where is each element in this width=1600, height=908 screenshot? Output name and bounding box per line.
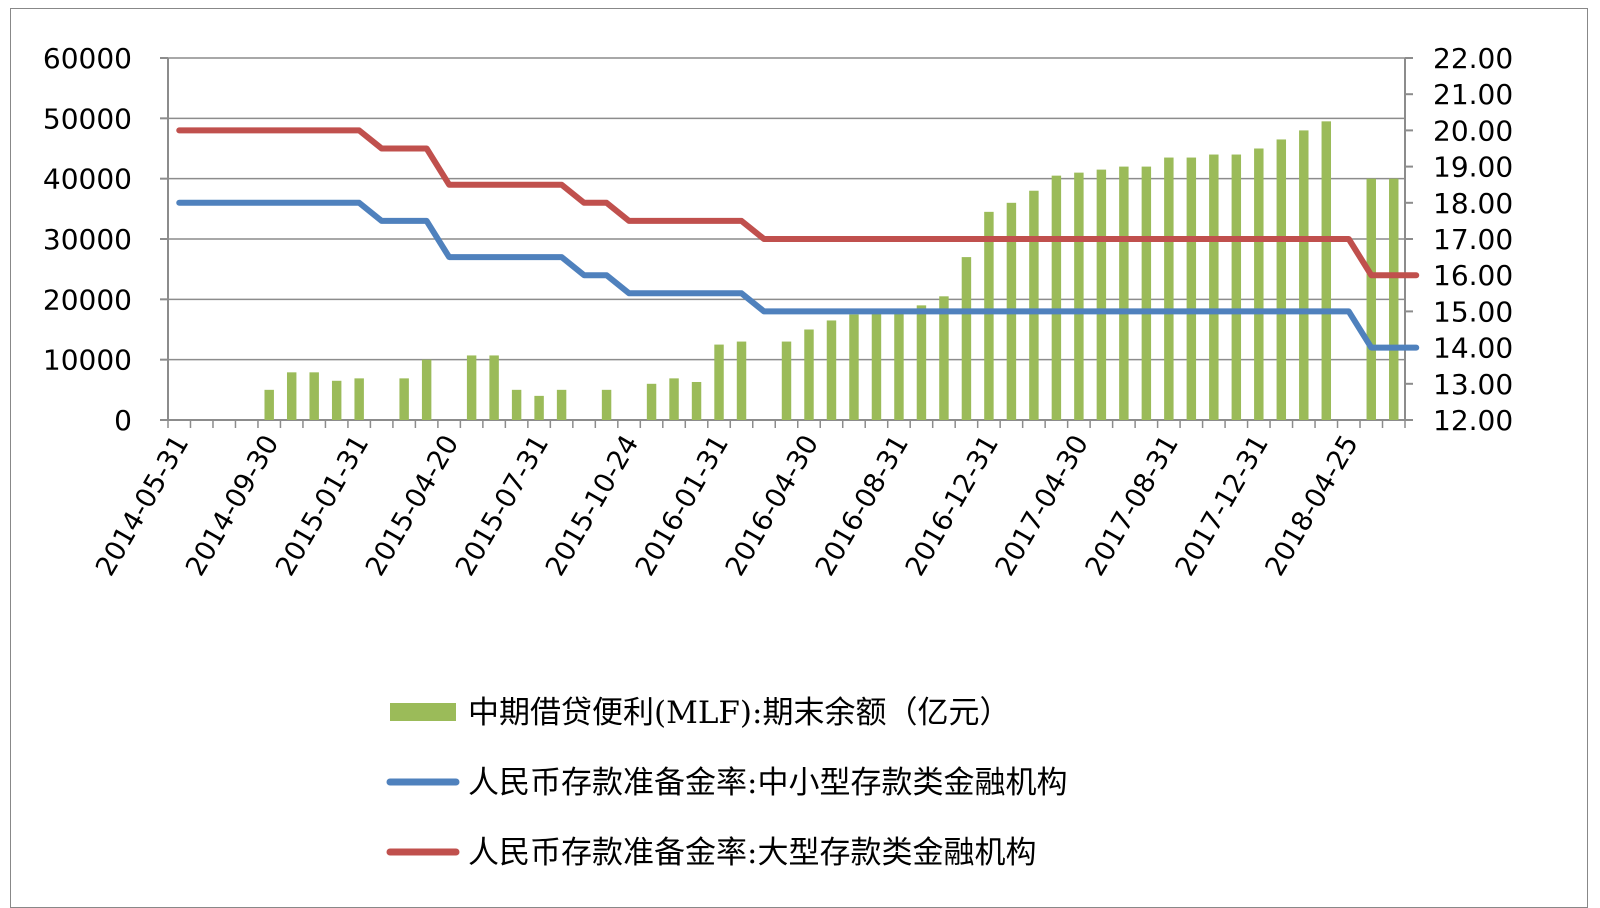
right-tick-label: 19.00 <box>1433 151 1513 184</box>
x-tick-label: 2016-12-31 <box>900 430 1005 581</box>
mlf-bar <box>961 257 972 420</box>
x-tick-label: 2015-01-31 <box>270 430 375 581</box>
x-tick-label: 2016-04-30 <box>720 430 825 581</box>
x-tick-label: 2015-04-20 <box>360 430 465 581</box>
mlf-bar <box>1276 139 1287 420</box>
x-tick-label: 2014-05-31 <box>90 430 195 581</box>
mlf-bar <box>1051 175 1062 420</box>
x-tick-label: 2017-12-31 <box>1170 430 1275 581</box>
right-tick-label: 21.00 <box>1433 78 1513 111</box>
mlf-bar <box>1389 178 1399 420</box>
x-tick-label: 2016-01-31 <box>630 430 735 581</box>
mlf-bar <box>1321 121 1332 420</box>
mlf-bar <box>511 389 522 420</box>
legend-mlf-label: 中期借贷便利(MLF):期末余额（亿元） <box>468 695 1010 731</box>
x-tick-label: 2018-04-25 <box>1260 430 1365 581</box>
left-tick-label: 30000 <box>43 223 132 256</box>
mlf-bar <box>331 380 342 420</box>
right-tick-label: 16.00 <box>1433 259 1513 292</box>
mlf-bar <box>601 389 612 420</box>
mlf-bar <box>354 378 364 420</box>
right-tick-label: 17.00 <box>1433 223 1513 256</box>
mlf-bar <box>1209 154 1219 421</box>
mlf-bar <box>669 378 679 420</box>
right-tick-label: 22.00 <box>1433 42 1513 75</box>
small-medium-institution-rate-line <box>176 199 1420 351</box>
mlf-bar <box>1141 166 1152 420</box>
x-tick-label: 2016-08-31 <box>810 430 915 581</box>
right-tick-label: 14.00 <box>1433 332 1513 365</box>
mlf-bar <box>399 378 409 420</box>
right-tick-label: 12.00 <box>1433 404 1513 437</box>
mlf-bar <box>309 372 319 420</box>
x-tick-label: 2014-09-30 <box>180 430 285 581</box>
mlf-bar <box>826 320 837 420</box>
mlf-bar <box>871 311 882 420</box>
x-tick-label: 2015-10-24 <box>540 430 645 581</box>
mlf-bar <box>264 389 274 420</box>
mlf-bar <box>1029 190 1039 420</box>
mlf-bar <box>916 305 927 420</box>
mlf-bar <box>646 383 657 420</box>
x-tick-label: 2017-04-30 <box>990 430 1095 581</box>
legend-large-rate-label: 人民币存款准备金率:大型存款类金融机构 <box>468 835 1036 871</box>
legend-mlf-swatch <box>390 703 456 721</box>
mlf-bar <box>1096 169 1107 420</box>
mlf-bar <box>556 389 567 420</box>
x-tick-label: 2017-08-31 <box>1080 430 1185 581</box>
mlf-bar <box>804 329 814 420</box>
mlf-bar <box>1231 154 1242 421</box>
right-tick-label: 20.00 <box>1433 114 1513 147</box>
right-tick-label: 13.00 <box>1433 368 1513 401</box>
left-tick-label: 40000 <box>43 163 132 196</box>
left-tick-label: 0 <box>114 404 132 437</box>
mlf-bar <box>466 355 477 420</box>
right-tick-label: 18.00 <box>1433 187 1513 220</box>
mlf-bar <box>781 341 792 420</box>
large-institution-rate-line <box>176 127 1420 279</box>
left-tick-label: 50000 <box>43 102 132 135</box>
left-tick-label: 60000 <box>43 42 132 75</box>
mlf-bar <box>736 341 747 420</box>
legend-small-medium-rate-label: 人民币存款准备金率:中小型存款类金融机构 <box>468 765 1067 801</box>
mlf-bar <box>1186 157 1197 421</box>
mlf-bar <box>984 211 994 420</box>
mlf-bar <box>1074 172 1084 420</box>
mlf-bar <box>421 359 432 420</box>
right-tick-label: 15.00 <box>1433 295 1513 328</box>
mlf-bar <box>691 381 702 420</box>
mlf-bar <box>1299 130 1309 420</box>
mlf-bar <box>1119 166 1129 420</box>
mlf-bar <box>1254 148 1264 420</box>
left-tick-label: 10000 <box>43 344 132 377</box>
mlf-bar <box>894 311 904 420</box>
mlf-bar <box>939 296 949 420</box>
mlf-bar <box>286 372 297 420</box>
x-tick-label: 2015-07-31 <box>450 430 555 581</box>
mlf-bar <box>849 314 859 420</box>
mlf-bar <box>714 344 724 420</box>
mlf-bar <box>489 355 499 420</box>
mlf-bar <box>1366 178 1376 420</box>
left-tick-label: 20000 <box>43 283 132 316</box>
mlf-bar <box>534 395 544 420</box>
mlf-bar <box>1164 157 1174 421</box>
